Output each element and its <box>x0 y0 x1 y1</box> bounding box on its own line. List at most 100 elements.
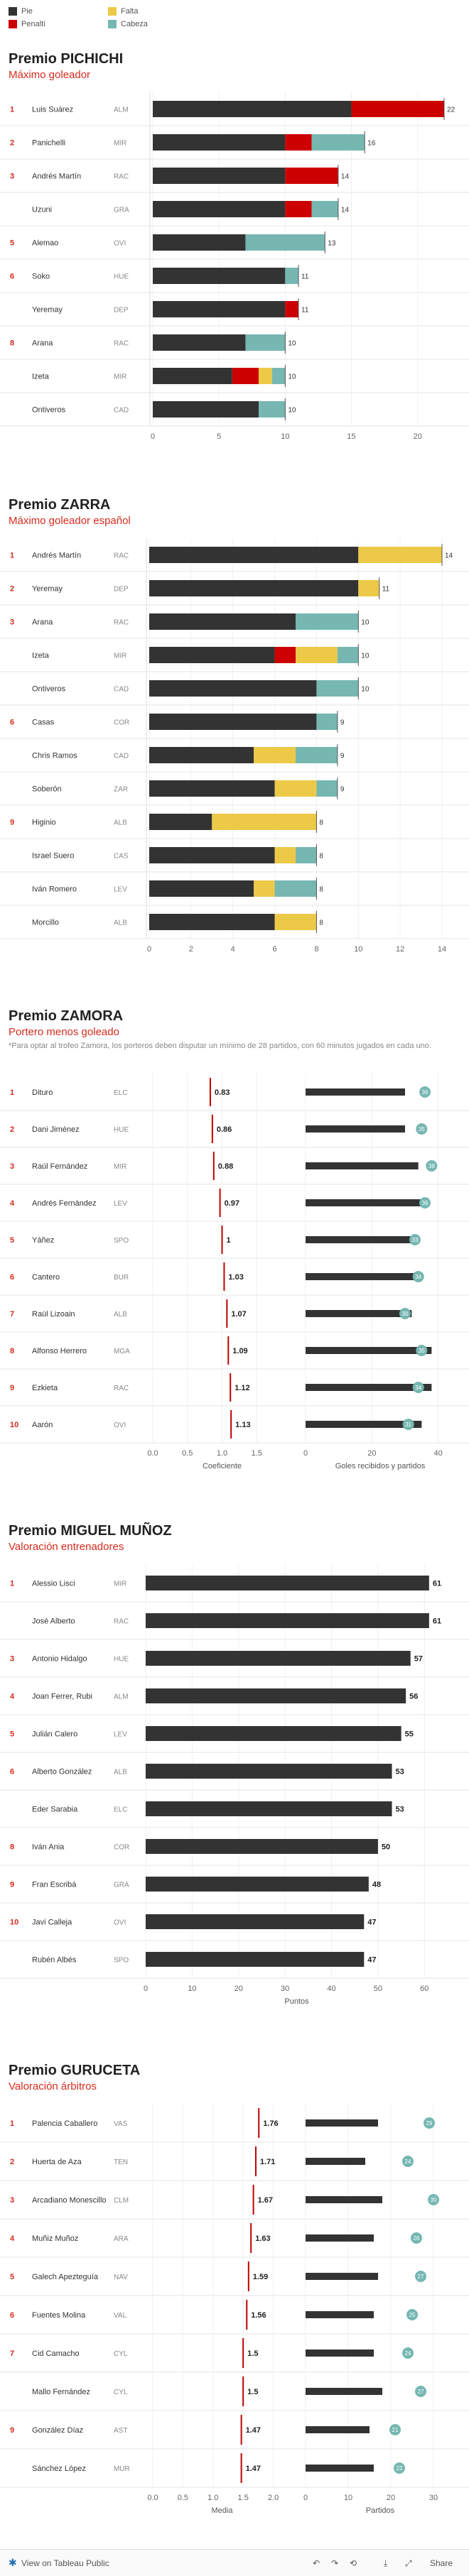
goals-bar <box>306 2388 382 2395</box>
player-name: Iván Ania <box>32 1843 65 1852</box>
tick-label: 4 <box>231 945 235 954</box>
games-label: 22 <box>397 2465 403 2472</box>
legend-swatch <box>108 7 117 16</box>
total-label: 9 <box>340 719 345 727</box>
section-subtitle: Máximo goleador <box>9 69 91 81</box>
value-bar <box>146 1801 392 1816</box>
section-subtitle: Máximo goleador español <box>9 515 131 527</box>
revert-icon[interactable]: ⟲ <box>350 2558 357 2568</box>
team-code: SPO <box>114 1957 129 1965</box>
total-label: 22 <box>447 107 455 114</box>
bar-segment <box>153 268 286 284</box>
legend-item: Cabeza <box>108 20 148 28</box>
player-name: Panichelli <box>32 139 65 148</box>
rank-label: 4 <box>10 2234 15 2243</box>
goals-bar <box>306 2196 382 2203</box>
player-name: Alfonso Herrero <box>32 1347 87 1355</box>
games-label: 33 <box>412 1237 419 1243</box>
goals-bar <box>306 2273 378 2280</box>
total-label: 10 <box>288 373 296 381</box>
coef-label: 1.47 <box>246 2465 261 2473</box>
value-bar <box>146 1914 365 1929</box>
bar-segment <box>232 368 259 384</box>
coef-label: 1.56 <box>251 2311 266 2320</box>
games-label: 30 <box>402 1311 409 1317</box>
coef-label: 1.09 <box>232 1347 247 1355</box>
redo-icon[interactable]: ↷ <box>331 2558 339 2568</box>
chart-svg: 0 5 10 15 20 1 Luis Suárez ALM 2 Panichelli MIR 3 An… <box>0 92 469 441</box>
player-name: Antonio Hidalgo <box>32 1655 87 1664</box>
games-label: 27 <box>418 2274 424 2280</box>
tick-label: 10 <box>354 945 362 954</box>
total-label: 14 <box>445 552 453 560</box>
rank-label: 5 <box>10 1236 14 1245</box>
section-note: *Para optar al trofeo Zamora, los porter… <box>9 1042 431 1050</box>
team-code: CAD <box>114 686 129 694</box>
download-icon[interactable]: ⤓ <box>384 2558 388 2568</box>
value-label: 47 <box>367 1956 376 1965</box>
total-label: 10 <box>361 686 370 694</box>
legend-label: Pie <box>21 7 33 16</box>
team-code: MGA <box>114 1348 130 1355</box>
player-name: Chris Ramos <box>32 752 77 760</box>
bar-segment <box>285 268 298 284</box>
bar-segment <box>285 168 338 184</box>
player-name: Casas <box>32 719 55 727</box>
team-code: ALB <box>114 1769 127 1777</box>
bar-segment <box>358 547 442 563</box>
goals-bar <box>306 1347 432 1354</box>
undo-icon[interactable]: ↶ <box>313 2558 320 2568</box>
games-dot <box>402 1419 414 1430</box>
games-label: 29 <box>426 2120 433 2127</box>
bar-segment <box>153 168 286 184</box>
rank-label: 8 <box>10 339 14 348</box>
coef-label: 1.59 <box>253 2273 268 2281</box>
fullscreen-icon[interactable]: ⤢ <box>405 2558 412 2568</box>
bar-segment <box>259 401 286 417</box>
bar-segment <box>149 613 296 630</box>
player-name: Julián Calero <box>32 1730 77 1739</box>
team-code: RAC <box>114 1385 129 1392</box>
games-dot <box>412 1271 424 1282</box>
bar-segment <box>311 134 365 151</box>
team-code: CYL <box>114 2389 128 2396</box>
player-name: Luis Suárez <box>32 106 73 114</box>
rank-label: 4 <box>10 1199 15 1208</box>
legend-label: Penalti <box>21 20 45 28</box>
team-code: ELC <box>114 1089 127 1097</box>
games-label: 36 <box>422 1200 428 1206</box>
player-name: Raúl Fernández <box>32 1162 87 1171</box>
player-name: Huerta de Aza <box>32 2158 82 2166</box>
team-code: COR <box>114 1844 129 1852</box>
player-name: Eder Sarabia <box>32 1806 78 1814</box>
games-dot <box>428 2194 439 2205</box>
tableau-logo-icon[interactable]: ✱ <box>9 2557 17 2568</box>
player-name: José Alberto <box>32 1617 75 1626</box>
view-on-tableau-link[interactable]: View on Tableau Public <box>21 2558 109 2568</box>
player-name: Soberón <box>32 785 62 794</box>
axis-title: Goles recibidos y partidos <box>335 1462 426 1470</box>
team-code: MIR <box>114 653 126 660</box>
team-code: VAS <box>114 2120 128 2128</box>
team-code: CYL <box>114 2350 128 2358</box>
section-title: Premio PICHICHI <box>9 51 124 67</box>
bar-segment <box>245 334 286 351</box>
team-code: CAD <box>114 407 129 415</box>
tick-label: 1.0 <box>217 1449 227 1458</box>
rank-label: 2 <box>10 2158 14 2166</box>
tick-label: 0 <box>147 945 151 954</box>
section-title: Premio GURUCETA <box>9 2063 141 2078</box>
total-label: 8 <box>319 819 323 827</box>
rank-label: 6 <box>10 1273 14 1282</box>
legend-swatch <box>9 7 17 16</box>
value-bar <box>146 1576 429 1590</box>
goals-bar <box>306 1310 412 1317</box>
coef-label: 1.5 <box>247 2388 258 2396</box>
games-dot <box>394 2462 405 2474</box>
rank-label: 2 <box>10 1125 14 1134</box>
bar-segment <box>254 880 275 897</box>
value-bar <box>146 1688 406 1703</box>
share-button[interactable]: Share <box>430 2558 453 2568</box>
games-dot <box>406 2309 418 2320</box>
games-label: 35 <box>419 1348 425 1354</box>
